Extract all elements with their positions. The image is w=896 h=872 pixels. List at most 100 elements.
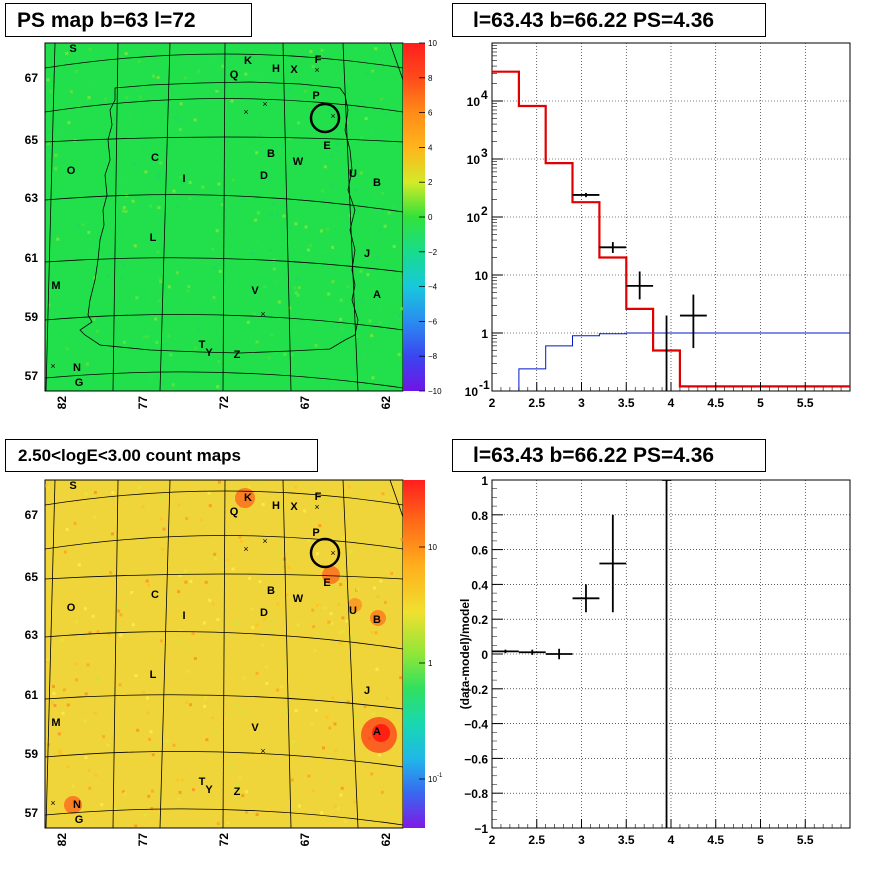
noise-pixel [119, 633, 123, 637]
noise-pixel [107, 130, 111, 134]
noise-pixel [368, 319, 372, 323]
source-label-b: B [373, 177, 381, 189]
noise-pixel [363, 705, 367, 709]
noise-pixel [138, 95, 142, 99]
latitude-line [45, 313, 403, 331]
source-label-h: H [272, 500, 280, 512]
noise-pixel [231, 567, 235, 571]
noise-pixel [193, 657, 197, 660]
noise-pixel [254, 74, 258, 78]
residual-plot [492, 480, 671, 828]
noise-pixel [285, 710, 289, 714]
noise-pixel [238, 776, 242, 780]
noise-pixel [201, 185, 205, 189]
residual-ytick-label: 0.8 [471, 509, 488, 523]
noise-pixel [84, 492, 88, 496]
noise-pixel [112, 239, 116, 243]
noise-pixel [48, 149, 52, 153]
noise-pixel [311, 608, 315, 612]
hotspot-n [64, 796, 82, 814]
noise-pixel [276, 602, 280, 606]
noise-pixel [374, 631, 378, 635]
noise-pixel [131, 623, 135, 627]
source-marker: × [262, 536, 267, 546]
source-label-j: J [364, 248, 370, 260]
noise-pixel [178, 790, 182, 794]
noise-pixel [399, 676, 403, 680]
count-map-ticks: 67 65 63 61 59 57 82 77 72 67 62 [25, 508, 393, 846]
noise-pixel [320, 48, 324, 52]
spectrum-xtick-label: 5.5 [797, 396, 814, 410]
ps-map-ticks: 67 65 63 61 59 57 82 77 72 67 62 [25, 71, 393, 409]
noise-pixel [303, 89, 307, 93]
spectrum-xtick-label: 4.5 [707, 396, 724, 410]
noise-pixel [130, 591, 134, 594]
lon-tick-62: 62 [379, 833, 393, 847]
cb-label-10-base: 10 [428, 775, 437, 784]
noise-pixel [49, 90, 53, 93]
noise-pixel [294, 485, 298, 489]
noise-pixel [47, 743, 51, 747]
noise-pixel [220, 56, 224, 60]
source-label-z: Z [234, 349, 241, 361]
noise-pixel [287, 566, 291, 569]
noise-pixel [341, 536, 345, 540]
noise-pixel [83, 607, 87, 611]
noise-pixel [145, 335, 149, 339]
noise-pixel [322, 197, 326, 201]
spectrum-xtick-label: 3.5 [618, 396, 635, 410]
noise-pixel [340, 786, 344, 790]
noise-pixel [46, 78, 50, 82]
noise-pixel [323, 250, 327, 254]
noise-pixel [316, 604, 319, 608]
noise-pixel [311, 789, 315, 793]
noise-pixel [397, 318, 401, 322]
noise-pixel [57, 750, 61, 754]
noise-pixel [295, 278, 299, 281]
noise-pixel [106, 744, 110, 747]
noise-pixel [89, 271, 92, 275]
noise-pixel [189, 703, 193, 707]
noise-pixel [282, 214, 286, 218]
noise-pixel [346, 121, 350, 125]
noise-pixel [333, 722, 337, 726]
noise-pixel [226, 821, 230, 825]
noise-pixel [326, 145, 330, 149]
noise-pixel [207, 491, 211, 495]
longitude-line [112, 480, 119, 828]
noise-pixel [77, 563, 81, 567]
longitude-line [389, 43, 403, 81]
noise-pixel [310, 722, 314, 726]
noise-pixel [242, 676, 246, 680]
noise-pixel [152, 74, 155, 78]
noise-pixel [122, 206, 126, 209]
noise-pixel [254, 218, 258, 222]
noise-pixel [67, 121, 71, 125]
noise-pixel [47, 130, 50, 134]
spectrum-ytick-label: 10 [475, 269, 489, 283]
noise-pixel [135, 296, 139, 300]
noise-pixel [208, 504, 212, 508]
noise-pixel [304, 225, 308, 229]
noise-pixel [83, 719, 87, 723]
source-label-b: B [267, 585, 275, 597]
noise-pixel [359, 482, 363, 486]
noise-pixel [215, 730, 219, 734]
spectrum-ytick-base: 10 [467, 95, 481, 109]
noise-pixel [191, 632, 195, 636]
cb-label-1: 1 [428, 659, 433, 668]
lat-tick-65: 65 [25, 133, 39, 147]
noise-pixel [54, 153, 58, 157]
noise-pixel [255, 151, 259, 155]
noise-pixel [50, 701, 54, 705]
longitude-line [282, 43, 292, 391]
noise-pixel [293, 326, 297, 330]
hotspot-u [348, 598, 362, 612]
residual-ytick-label: 0.6 [471, 544, 488, 558]
longitude-line [282, 480, 292, 828]
noise-pixel [124, 52, 128, 56]
noise-pixel [229, 54, 233, 58]
noise-pixel [307, 774, 311, 778]
noise-pixel [73, 521, 77, 525]
